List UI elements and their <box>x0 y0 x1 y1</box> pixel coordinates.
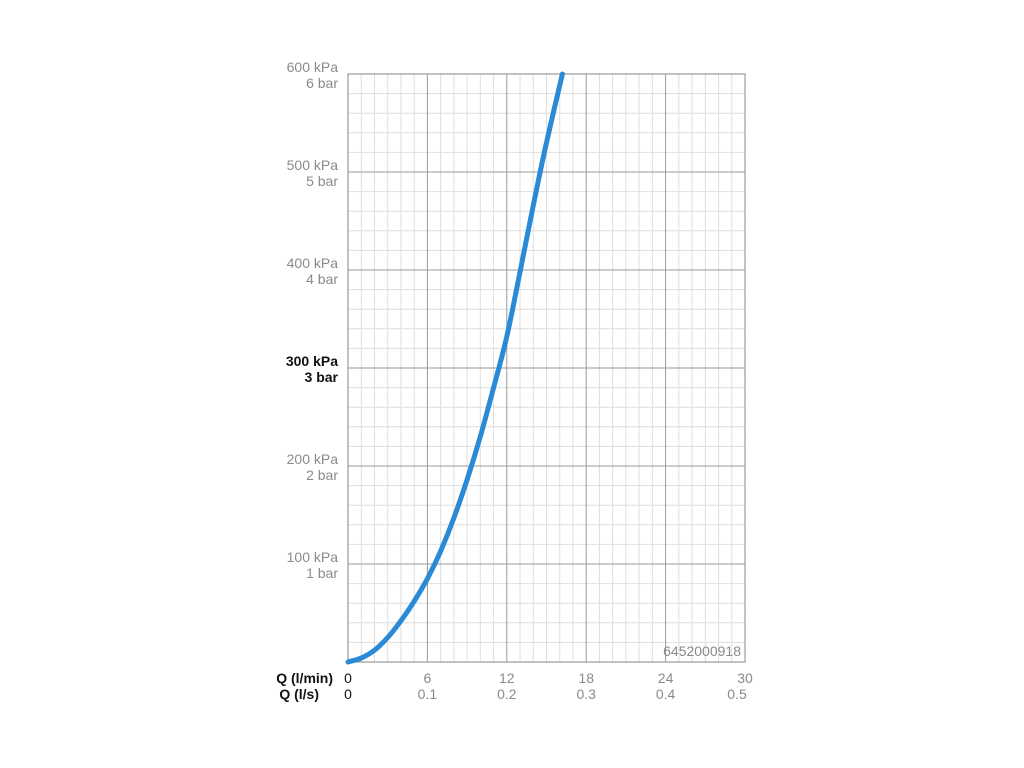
x-tick-label-ls: 0.4 <box>656 686 676 702</box>
x-axis-label-lmin: Q (l/min) <box>276 670 333 686</box>
y-tick-label-kpa: 200 kPa <box>287 451 339 467</box>
x-tick-label-lmin: 0 <box>344 670 352 686</box>
product-code: 6452000918 <box>663 643 741 659</box>
y-tick-label-kpa: 300 kPa <box>286 353 338 369</box>
y-tick-label-kpa: 600 kPa <box>287 59 339 75</box>
x-tick-label-ls: 0.2 <box>497 686 517 702</box>
y-tick-label-bar: 5 bar <box>306 173 338 189</box>
x-tick-label-lmin: 18 <box>578 670 594 686</box>
y-tick-label-kpa: 400 kPa <box>287 255 339 271</box>
plot-border <box>347 73 746 663</box>
y-tick-label-bar: 6 bar <box>306 75 338 91</box>
x-tick-label-lmin: 24 <box>658 670 674 686</box>
y-tick-label-kpa: 100 kPa <box>287 549 339 565</box>
y-tick-label-kpa: 500 kPa <box>287 157 339 173</box>
x-tick-label-ls: 0.5 <box>727 686 747 702</box>
x-tick-label-ls: 0.1 <box>418 686 438 702</box>
y-tick-label-bar: 3 bar <box>305 369 339 385</box>
x-tick-label-ls: 0 <box>344 686 352 702</box>
x-tick-label-lmin: 30 <box>737 670 753 686</box>
pressure-flow-curve <box>345 71 565 665</box>
x-axis-label-ls: Q (l/s) <box>279 686 319 702</box>
x-tick-label-lmin: 6 <box>424 670 432 686</box>
y-tick-label-bar: 4 bar <box>306 271 338 287</box>
x-tick-label-ls: 0.3 <box>576 686 596 702</box>
y-tick-label-bar: 1 bar <box>306 565 338 581</box>
x-tick-label-lmin: 12 <box>499 670 515 686</box>
y-tick-label-bar: 2 bar <box>306 467 338 483</box>
